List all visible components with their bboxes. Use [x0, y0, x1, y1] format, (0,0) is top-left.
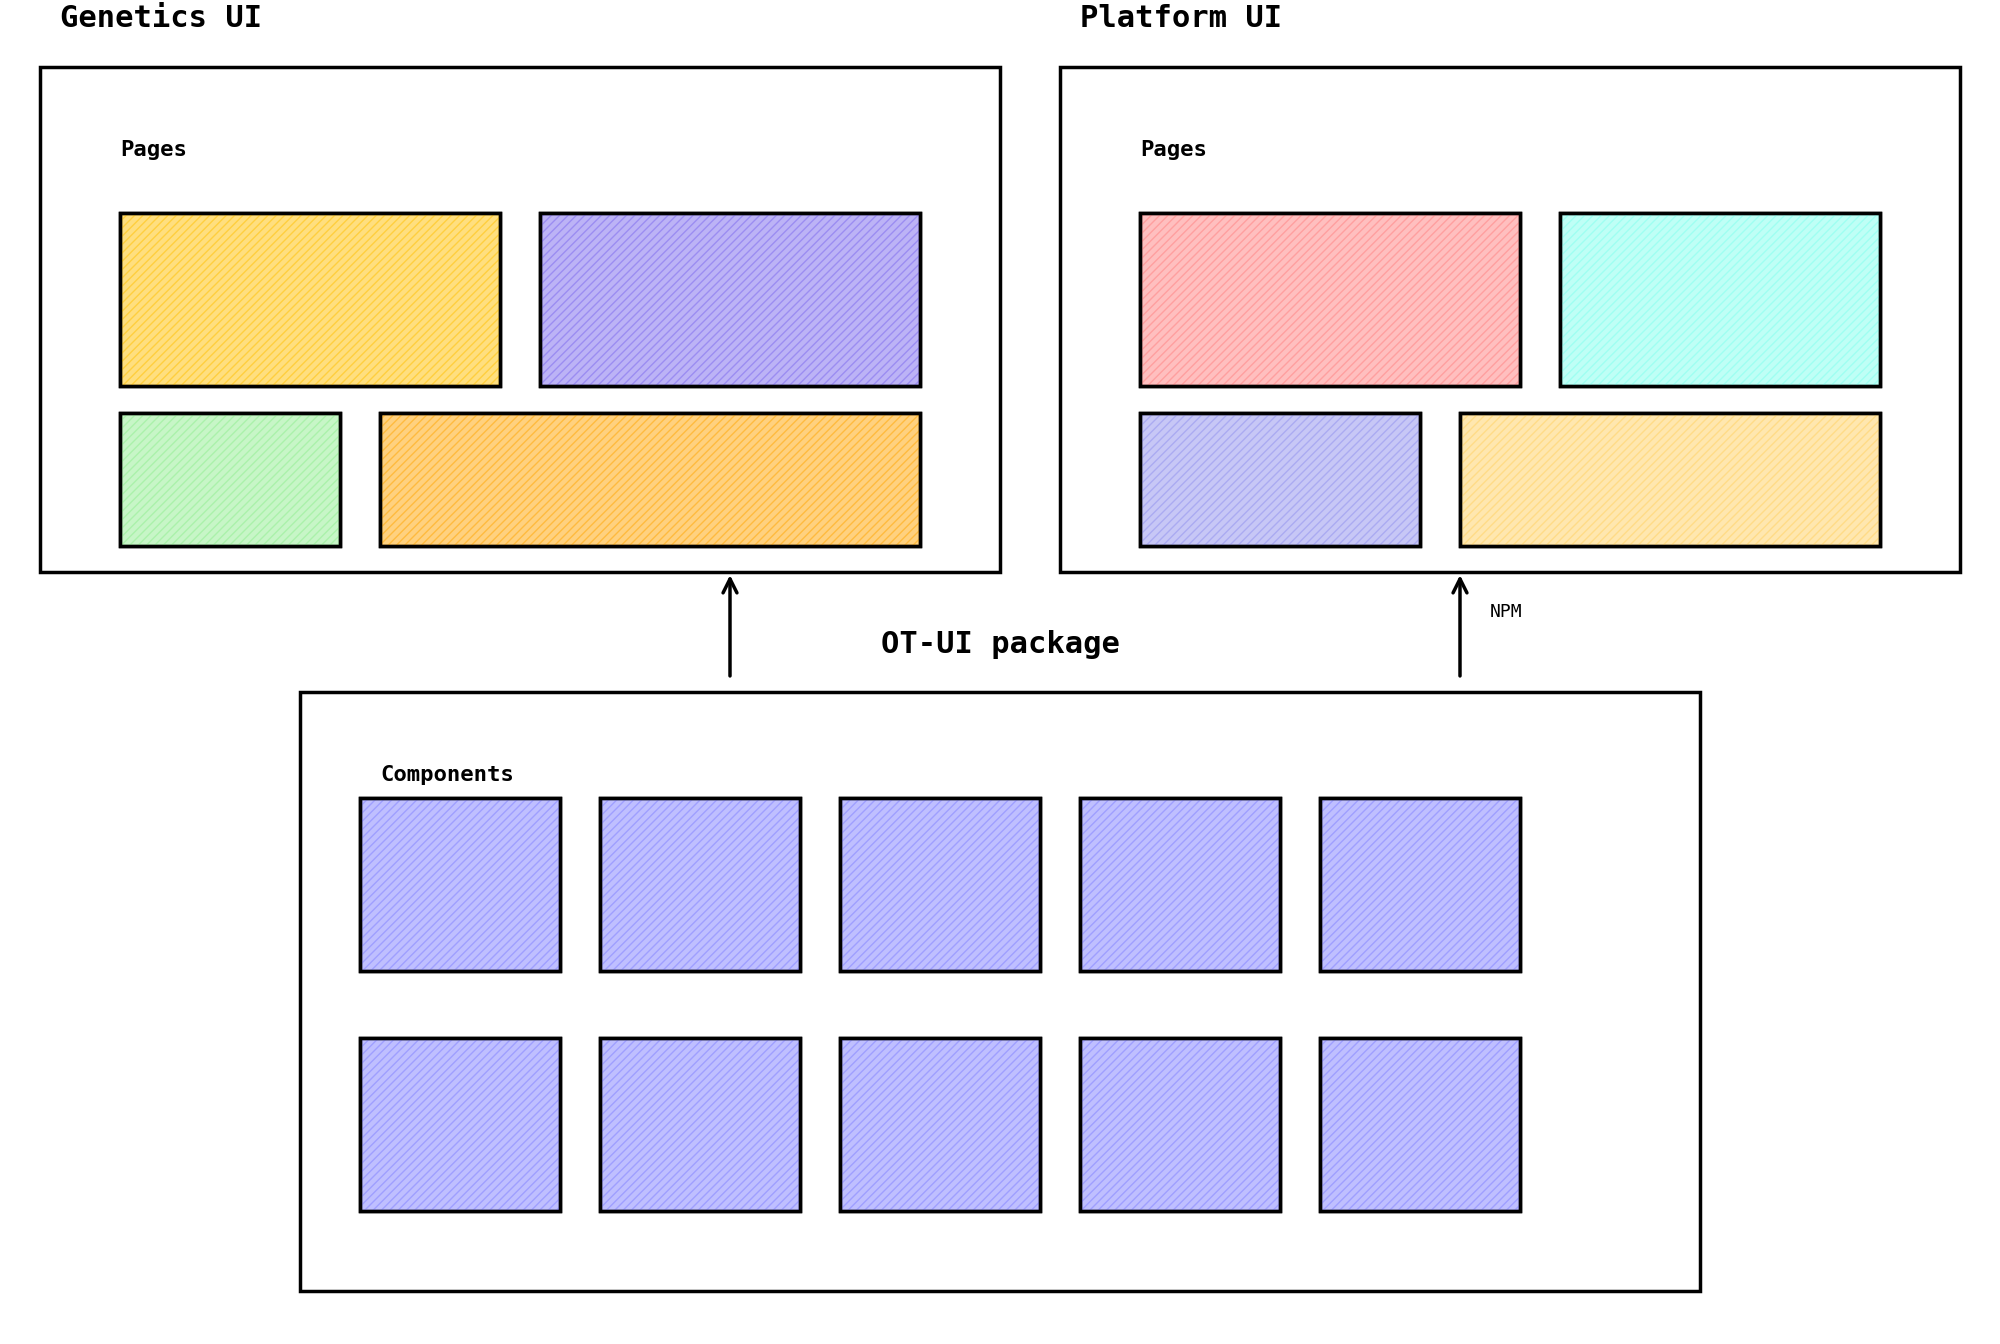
- FancyBboxPatch shape: [1080, 798, 1280, 972]
- FancyBboxPatch shape: [840, 1038, 1040, 1211]
- FancyBboxPatch shape: [1080, 1038, 1280, 1211]
- FancyBboxPatch shape: [1140, 214, 1520, 386]
- FancyBboxPatch shape: [360, 1038, 560, 1211]
- FancyBboxPatch shape: [1460, 413, 1880, 546]
- FancyBboxPatch shape: [120, 413, 340, 546]
- FancyBboxPatch shape: [120, 413, 340, 546]
- FancyBboxPatch shape: [360, 1038, 560, 1211]
- FancyBboxPatch shape: [40, 67, 1000, 573]
- FancyBboxPatch shape: [1320, 798, 1520, 972]
- FancyBboxPatch shape: [360, 798, 560, 972]
- FancyBboxPatch shape: [1140, 413, 1420, 546]
- FancyBboxPatch shape: [600, 1038, 800, 1211]
- Text: OT-UI package: OT-UI package: [880, 630, 1120, 659]
- FancyBboxPatch shape: [1460, 413, 1880, 546]
- FancyBboxPatch shape: [840, 1038, 1040, 1211]
- FancyBboxPatch shape: [540, 214, 920, 386]
- FancyBboxPatch shape: [840, 798, 1040, 972]
- FancyBboxPatch shape: [1320, 1038, 1520, 1211]
- FancyBboxPatch shape: [300, 692, 1700, 1290]
- FancyBboxPatch shape: [1560, 214, 1880, 386]
- Text: NPM: NPM: [1490, 603, 1522, 621]
- Text: Platform UI: Platform UI: [1080, 4, 1282, 34]
- FancyBboxPatch shape: [1140, 413, 1420, 546]
- Text: Pages: Pages: [120, 140, 186, 160]
- Text: Genetics UI: Genetics UI: [60, 4, 262, 34]
- FancyBboxPatch shape: [600, 798, 800, 972]
- FancyBboxPatch shape: [1080, 1038, 1280, 1211]
- FancyBboxPatch shape: [1140, 214, 1520, 386]
- FancyBboxPatch shape: [600, 798, 800, 972]
- Text: Components: Components: [380, 765, 514, 785]
- FancyBboxPatch shape: [540, 214, 920, 386]
- FancyBboxPatch shape: [1320, 798, 1520, 972]
- FancyBboxPatch shape: [840, 798, 1040, 972]
- FancyBboxPatch shape: [1560, 214, 1880, 386]
- FancyBboxPatch shape: [360, 798, 560, 972]
- FancyBboxPatch shape: [1320, 1038, 1520, 1211]
- FancyBboxPatch shape: [600, 1038, 800, 1211]
- FancyBboxPatch shape: [120, 214, 500, 386]
- FancyBboxPatch shape: [120, 214, 500, 386]
- FancyBboxPatch shape: [380, 413, 920, 546]
- FancyBboxPatch shape: [1080, 798, 1280, 972]
- FancyBboxPatch shape: [380, 413, 920, 546]
- FancyBboxPatch shape: [1060, 67, 1960, 573]
- Text: Pages: Pages: [1140, 140, 1206, 160]
